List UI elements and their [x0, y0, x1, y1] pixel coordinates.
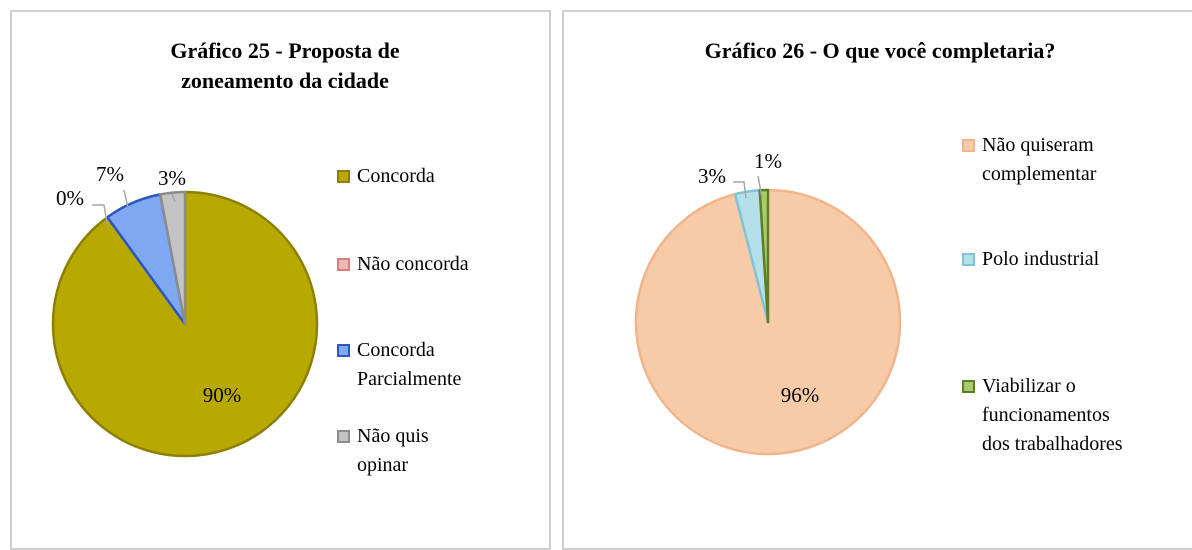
legend-swatch — [337, 344, 350, 357]
leader-line — [757, 175, 763, 199]
legend-swatch — [962, 380, 975, 393]
chart-title: Gráfico 26 - O que você completaria? — [704, 38, 1056, 63]
pie-slice — [159, 190, 187, 326]
legend-swatch — [962, 253, 975, 266]
leader-line — [171, 193, 176, 203]
data-label: 1% — [754, 149, 782, 173]
legend-label: Viabilizar o funcionamentos dos trabalha… — [982, 375, 1123, 455]
legend-swatch — [337, 170, 350, 183]
data-label: 7% — [96, 162, 124, 186]
legend-label: Não concorda — [357, 253, 469, 275]
legend-swatch — [337, 430, 350, 443]
leader-line — [123, 189, 129, 209]
data-label: 90% — [203, 383, 242, 407]
legend-label: Não quis opinar — [357, 425, 429, 476]
pie-slice — [758, 188, 770, 324]
data-label: 3% — [158, 166, 186, 190]
legend-label: Polo industrial — [982, 248, 1100, 270]
data-label: 3% — [698, 164, 726, 188]
data-label: 0% — [56, 186, 84, 210]
legend-swatch — [962, 139, 975, 152]
legend-label: Concorda Parcialmente — [357, 339, 462, 390]
chart-title: Gráfico 25 - Proposta de zoneamento da c… — [170, 38, 400, 93]
data-label: 96% — [781, 383, 820, 407]
leader-line — [733, 181, 747, 199]
leader-line — [92, 204, 109, 229]
legend-label: Não quiseram complementar — [982, 134, 1097, 185]
legend-label: Concorda — [357, 165, 435, 187]
legend-swatch — [337, 258, 350, 271]
